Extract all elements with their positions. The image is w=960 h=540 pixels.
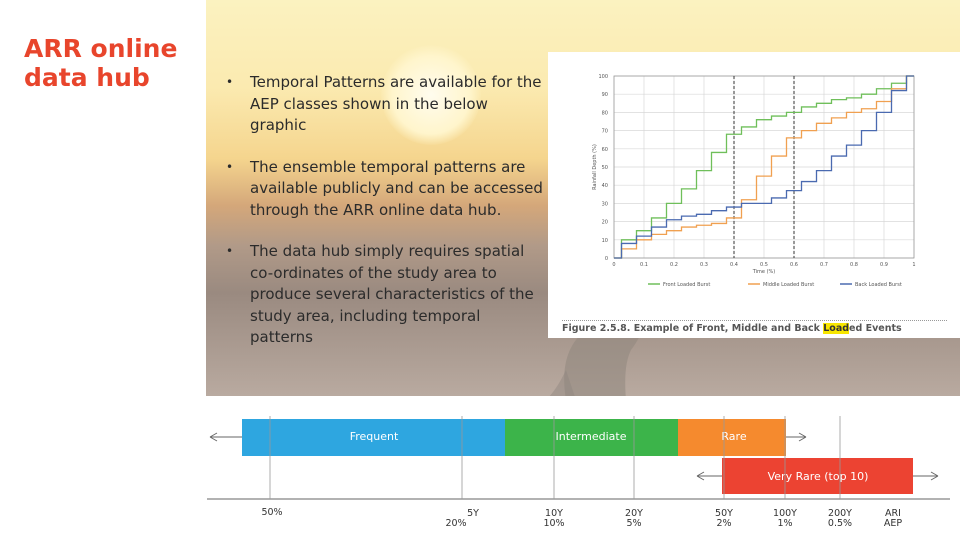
scale-tick-bottom-label: 10% (543, 518, 564, 529)
scale-tick-top-label: 100Y (773, 508, 797, 519)
bullet-item: • The data hub simply requires spatial c… (226, 241, 546, 349)
scale-tick-top-label: 200Y (828, 508, 852, 519)
bullet-item: • The ensemble temporal patterns are ava… (226, 157, 546, 222)
y-tick-label: 50 (602, 165, 608, 171)
caption-prefix: Figure 2.5.8. Example of Front, Middle a… (562, 323, 824, 334)
arrow-head-right (798, 432, 807, 442)
x-tick-label: 0 (612, 262, 615, 268)
y-tick-label: 30 (602, 201, 608, 207)
y-axis-label: Rainfall Depth (%) (592, 144, 598, 190)
x-tick-label: 0.5 (760, 262, 768, 268)
y-tick-label: 10 (602, 238, 608, 244)
scale-tick-top-label: 50Y (715, 508, 733, 519)
y-tick-label: 20 (602, 220, 608, 226)
bullet-text: The ensemble temporal patterns are avail… (250, 157, 543, 219)
x-tick-label: 0.8 (850, 262, 858, 268)
scale-tick-bottom-label: 0.5% (828, 518, 852, 529)
scale-tick-top-label: 10Y (545, 508, 563, 519)
bullet-text: Temporal Patterns are available for the … (250, 73, 542, 134)
scale-tick-bottom-label: 20% (445, 518, 466, 529)
y-tick-label: 100 (598, 74, 608, 80)
figure-caption: Figure 2.5.8. Example of Front, Middle a… (562, 320, 947, 334)
y-tick-label: 0 (605, 256, 608, 262)
arrow-head-left (696, 471, 705, 481)
scale-tick-top-label: 50% (261, 507, 282, 518)
bullet-text: The data hub simply requires spatial co-… (250, 242, 534, 346)
y-tick-label: 40 (602, 183, 608, 189)
scale-tick-top-label: 20Y (625, 508, 643, 519)
y-tick-label: 90 (602, 92, 608, 98)
scale-band (242, 419, 505, 456)
scale-tick-bottom-label: 5% (626, 518, 641, 529)
bullet-list: • Temporal Patterns are available for th… (226, 72, 546, 369)
arrow-head-right (930, 471, 939, 481)
slide-title: ARR online data hub (24, 34, 178, 92)
y-tick-label: 80 (602, 110, 608, 116)
y-tick-label: 60 (602, 147, 608, 153)
bullet-marker: • (226, 244, 234, 258)
scale-band (505, 419, 678, 456)
bullet-marker: • (226, 75, 234, 89)
series-line (614, 75, 914, 259)
x-tick-label: 0.7 (820, 262, 828, 268)
legend-label: Front Loaded Burst (663, 282, 710, 288)
x-tick-label: 1 (912, 262, 915, 268)
x-tick-label: 0.4 (730, 262, 738, 268)
scale-tick-bottom-label: AEP (884, 518, 903, 529)
scale-tick-bottom-label: 2% (716, 518, 731, 529)
caption-suffix: ed Events (849, 323, 902, 334)
arrow-head-left (209, 432, 218, 442)
scale-band (678, 419, 786, 456)
figure-panel: 0 10 20 30 40 50 60 70 80 90 100 0 0.1 0.2 0.3 0.4 0.5 0.… (548, 52, 960, 338)
sun-glow (381, 45, 481, 145)
x-tick-label: 0.2 (670, 262, 678, 268)
temporal-patterns-chart: 0 10 20 30 40 50 60 70 80 90 100 0 0.1 0.2 0.3 0.4 0.5 0.… (592, 74, 916, 288)
scale-band-label: Rare (721, 430, 746, 443)
aep-scale-graphic: Frequent Intermediate Rare Very Rare (top 1… (207, 416, 950, 529)
x-tick-label: 0.9 (880, 262, 888, 268)
scale-tick-top-label: ARI (885, 508, 901, 519)
scale-tick-bottom-label: 1% (777, 518, 792, 529)
legend-label: Back Loaded Burst (855, 282, 902, 288)
scale-tick-top-label: 5Y (467, 508, 479, 519)
caption-highlight: Load (823, 323, 850, 334)
x-axis-label: Time (%) (752, 269, 776, 275)
y-tick-label: 70 (602, 129, 608, 135)
scale-band-label: Frequent (350, 430, 399, 443)
scale-band-label: Intermediate (556, 430, 627, 443)
plot-frame (613, 75, 915, 259)
bullet-marker: • (226, 159, 234, 174)
scale-band-label: Very Rare (top 10) (768, 470, 869, 483)
scale-band (722, 458, 913, 494)
x-tick-label: 0.6 (790, 262, 798, 268)
x-tick-label: 0.3 (700, 262, 708, 268)
x-tick-label: 0.1 (640, 262, 648, 268)
bullet-item: • Temporal Patterns are available for th… (226, 72, 546, 137)
series-line (614, 75, 914, 259)
legend-label: Middle Loaded Burst (763, 282, 814, 288)
series-line (614, 75, 914, 259)
